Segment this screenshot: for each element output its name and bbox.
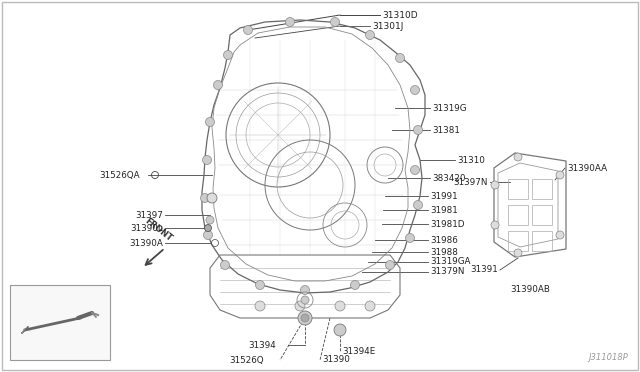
Text: 31390: 31390 [322, 356, 350, 365]
Circle shape [200, 193, 209, 202]
Circle shape [406, 234, 415, 243]
Circle shape [330, 17, 339, 26]
Circle shape [221, 260, 230, 269]
Text: 31391: 31391 [470, 266, 498, 275]
Circle shape [295, 301, 305, 311]
Text: 31526QA: 31526QA [99, 170, 140, 180]
Circle shape [556, 171, 564, 179]
Circle shape [365, 301, 375, 311]
Circle shape [413, 201, 422, 209]
Circle shape [335, 301, 345, 311]
Text: 31394E: 31394E [342, 347, 375, 356]
Text: 31310D: 31310D [382, 10, 418, 19]
Circle shape [301, 296, 309, 304]
Circle shape [223, 51, 232, 60]
Bar [508, 231, 528, 251]
Circle shape [214, 80, 223, 90]
Circle shape [301, 314, 309, 322]
Circle shape [385, 260, 394, 269]
Circle shape [298, 311, 312, 325]
Bar [532, 205, 552, 225]
Circle shape [556, 231, 564, 239]
Text: 31397: 31397 [135, 211, 163, 219]
Circle shape [413, 125, 422, 135]
Circle shape [491, 181, 499, 189]
Text: 31310: 31310 [457, 155, 485, 164]
Text: FRONT: FRONT [143, 216, 173, 243]
Text: 31319GA: 31319GA [430, 257, 470, 266]
Circle shape [301, 285, 310, 295]
Circle shape [334, 324, 346, 336]
Circle shape [410, 166, 419, 174]
Circle shape [514, 153, 522, 161]
Bar [10, 285, 110, 360]
Circle shape [255, 280, 264, 289]
Circle shape [351, 280, 360, 289]
Text: C1335: C1335 [14, 292, 41, 301]
Circle shape [204, 231, 212, 240]
Circle shape [205, 118, 214, 126]
Circle shape [396, 54, 404, 62]
Circle shape [514, 249, 522, 257]
Text: 383420: 383420 [432, 173, 465, 183]
Text: 31379N: 31379N [430, 267, 465, 276]
Circle shape [255, 301, 265, 311]
Bar [508, 205, 528, 225]
Circle shape [206, 216, 214, 224]
Text: 31397N: 31397N [454, 177, 488, 186]
Text: 31526Q: 31526Q [229, 356, 264, 365]
Bar [508, 179, 528, 199]
Bar [532, 179, 552, 199]
Text: 31319G: 31319G [432, 103, 467, 112]
Circle shape [205, 224, 211, 231]
Circle shape [202, 155, 211, 164]
Text: 31986: 31986 [430, 235, 458, 244]
Circle shape [285, 17, 294, 26]
Circle shape [365, 31, 374, 39]
Text: J311018P: J311018P [588, 353, 628, 362]
Text: 31390AB: 31390AB [510, 285, 550, 295]
Text: 31988: 31988 [430, 247, 458, 257]
Circle shape [491, 221, 499, 229]
Circle shape [243, 26, 253, 35]
Text: 31390AA: 31390AA [567, 164, 607, 173]
Circle shape [207, 193, 217, 203]
Text: 31390L: 31390L [131, 224, 163, 232]
Text: 31381: 31381 [432, 125, 460, 135]
Text: 31981: 31981 [430, 205, 458, 215]
Text: 31390A: 31390A [129, 238, 163, 247]
Text: 31301J: 31301J [372, 22, 403, 31]
Text: 31394: 31394 [248, 340, 276, 350]
Text: 31991: 31991 [430, 192, 458, 201]
Text: 31981D: 31981D [430, 219, 465, 228]
Circle shape [410, 86, 419, 94]
Bar [532, 231, 552, 251]
